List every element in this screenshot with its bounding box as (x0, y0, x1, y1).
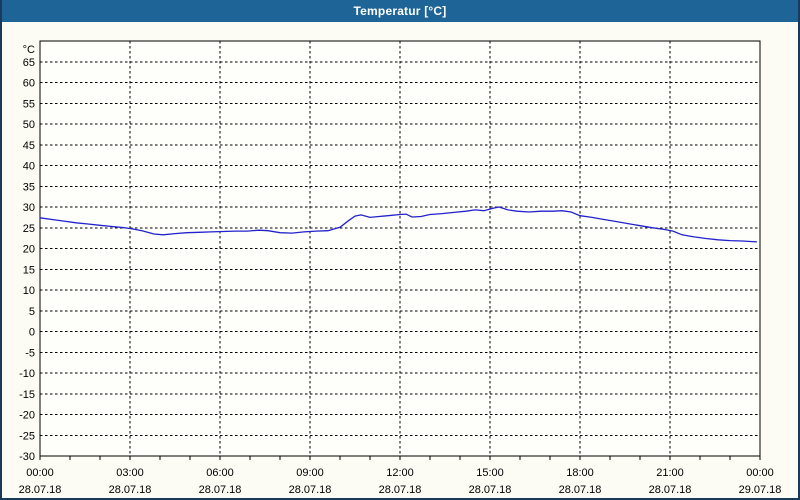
x-tick-date-label: 28.07.18 (379, 484, 422, 496)
y-tick-label: 50 (23, 119, 35, 131)
x-tick-date-label: 28.07.18 (199, 484, 242, 496)
x-tick-date-label: 28.07.18 (559, 484, 602, 496)
y-tick-label: -25 (19, 430, 35, 442)
y-tick-label: 10 (23, 285, 35, 297)
x-tick-date-label: 28.07.18 (19, 484, 62, 496)
y-tick-label: 30 (23, 202, 35, 214)
y-tick-label: 0 (29, 327, 35, 339)
x-tick-time-label: 21:00 (656, 467, 684, 479)
x-tick-date-label: 29.07.18 (739, 484, 782, 496)
x-tick-time-label: 00:00 (746, 467, 774, 479)
y-tick-label: 35 (23, 181, 35, 193)
y-tick-label: 15 (23, 264, 35, 276)
y-tick-label: 20 (23, 244, 35, 256)
x-tick-time-label: 09:00 (296, 467, 324, 479)
y-tick-label: -20 (19, 410, 35, 422)
y-tick-label: 45 (23, 140, 35, 152)
y-tick-label: -30 (19, 451, 35, 463)
y-tick-label: -5 (25, 347, 35, 359)
y-tick-label: -15 (19, 389, 35, 401)
chart-area: -30 -25 -20 -15 -10 -5 0 5 10 15 20 25 30 35 40 45 50 55 6… (2, 22, 798, 496)
x-tick-time-label: 15:00 (476, 467, 504, 479)
x-tick-date-label: 28.07.18 (289, 484, 332, 496)
y-tick-label: 5 (29, 306, 35, 318)
y-tick-label: 65 (23, 57, 35, 69)
y-tick-label: 55 (23, 98, 35, 110)
y-tick-label: 25 (23, 223, 35, 235)
y-tick-label: 40 (23, 161, 35, 173)
x-tick-time-label: 06:00 (206, 467, 234, 479)
y-tick-label: 60 (23, 78, 35, 90)
window-titlebar: Temperatur [°C] (2, 0, 798, 22)
x-tick-time-label: 18:00 (566, 467, 594, 479)
x-tick-date-label: 28.07.18 (469, 484, 512, 496)
x-tick-date-label: 28.07.18 (109, 484, 152, 496)
temperature-series-line (39, 206, 758, 243)
y-tick-label: -10 (19, 368, 35, 380)
x-tick-time-label: 12:00 (386, 467, 414, 479)
x-tick-time-label: 00:00 (26, 467, 54, 479)
x-tick-time-label: 03:00 (116, 467, 144, 479)
window-title: Temperatur [°C] (353, 4, 447, 18)
y-axis-unit-label: °C (23, 44, 35, 56)
temperature-chart: -30 -25 -20 -15 -10 -5 0 5 10 15 20 25 30 35 40 45 50 55 6… (19, 40, 782, 496)
x-tick-date-label: 28.07.18 (649, 484, 692, 496)
